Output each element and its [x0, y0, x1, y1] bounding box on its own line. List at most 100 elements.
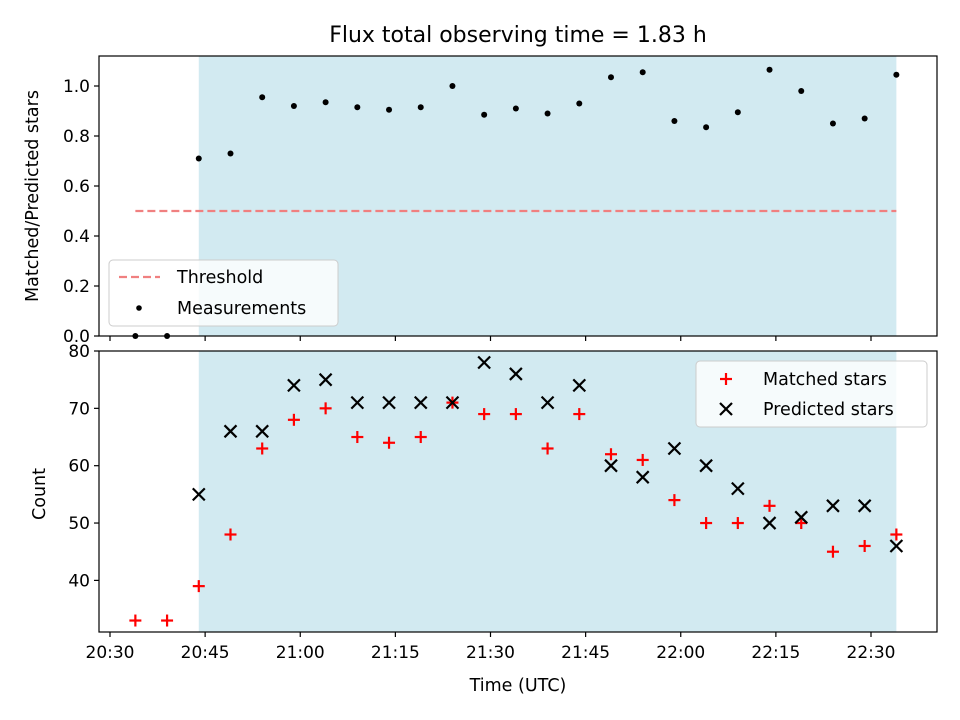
top-panel: Flux total observing time = 1.83 h 0.0 0.… [23, 23, 938, 347]
bottom-x-tick-label: 22:00 [656, 643, 705, 663]
bottom-x-tick-label: 21:45 [561, 643, 610, 663]
top-legend: Threshold Measurements [108, 259, 339, 327]
measurement-point [354, 104, 361, 111]
bottom-panel: 40 50 60 70 80 20:30 20:45 21:00 21:15 21:30 21:4… [30, 342, 938, 696]
predicted-star-point [762, 516, 777, 530]
matched-star-point [414, 431, 427, 444]
bottom-x-tick-label: 21:00 [276, 643, 325, 663]
predicted-star-point [445, 395, 460, 410]
matched-star-point [478, 408, 491, 421]
matched-star-point [509, 408, 522, 421]
matched-star-point [573, 408, 586, 421]
bottom-x-tick-label: 20:45 [181, 643, 230, 663]
legend-matched-label: Matched stars [763, 370, 887, 390]
legend-predicted-label: Predicted stars [763, 400, 894, 420]
top-y-tick-label: 0.2 [63, 277, 90, 297]
matched-star-point [224, 528, 237, 541]
bottom-y-tick-label: 60 [68, 457, 90, 477]
measurement-point [195, 155, 202, 162]
predicted-star-point [318, 372, 333, 387]
bottom-x-tick-label: 21:15 [371, 643, 420, 663]
top-y-tick-label: 0.4 [63, 227, 90, 247]
bottom-y-axis-label: Count [30, 468, 50, 520]
measurement-point [766, 66, 773, 73]
measurement-point [544, 110, 551, 117]
chart-title: Flux total observing time = 1.83 h [329, 23, 707, 48]
predicted-star-point [667, 441, 682, 456]
matched-star-point [383, 436, 396, 449]
measurement-point [481, 111, 488, 118]
measurement-point [639, 69, 646, 76]
predicted-star-point [192, 487, 206, 502]
predicted-star-point [509, 367, 523, 381]
matched-star-point [129, 614, 142, 627]
predicted-star-point [731, 481, 745, 496]
matched-star-point [763, 499, 776, 512]
predicted-star-point [255, 424, 269, 439]
matched-star-point [351, 431, 364, 444]
matched-star-point [700, 517, 713, 530]
measurement-point [290, 103, 297, 109]
matched-star-point [541, 442, 554, 455]
bottom-y-tick-label: 80 [68, 342, 90, 362]
measurement-point [829, 120, 836, 127]
predicted-star-point [350, 395, 365, 410]
matched-star-point [826, 545, 839, 558]
legend-threshold-label: Threshold [176, 268, 263, 288]
matched-star-point [256, 442, 269, 455]
measurement-point [386, 106, 393, 113]
predicted-star-point [287, 378, 301, 393]
matched-star-point [636, 453, 649, 466]
bottom-y-tick-label: 40 [68, 571, 90, 591]
predicted-star-point [382, 395, 396, 410]
measurement-point [417, 104, 424, 111]
top-y-tick-label: 1.0 [63, 77, 90, 97]
predicted-star-point [223, 424, 238, 439]
measurement-point [798, 88, 805, 94]
predicted-star-point [857, 499, 872, 513]
bottom-x-tick-label: 22:15 [751, 643, 800, 663]
legend-measurements-label: Measurements [177, 299, 306, 319]
predicted-star-point [540, 395, 555, 410]
predicted-star-point [826, 499, 840, 513]
matched-star-point [890, 528, 903, 541]
matched-star-point [287, 413, 300, 426]
top-y-tick-label: 0.6 [63, 177, 90, 197]
bottom-x-axis-label: Time (UTC) [469, 676, 567, 696]
top-axes-frame [98, 55, 938, 337]
measurement-point [703, 124, 710, 131]
bottom-y-tick-label: 70 [68, 399, 90, 419]
predicted-star-point [794, 510, 809, 525]
matched-star-point [319, 402, 332, 415]
matched-star-point [731, 517, 744, 530]
matched-star-point [161, 614, 174, 627]
measurement-point [512, 105, 519, 112]
measurement-point [576, 100, 583, 107]
predicted-star-point [889, 539, 904, 553]
predicted-star-point [604, 458, 618, 473]
bottom-x-tick-label: 21:30 [466, 643, 515, 663]
predicted-star-point [477, 355, 491, 370]
top-y-axis-label: Matched/Predicted stars [23, 90, 43, 302]
top-y-tick-label: 0.0 [63, 327, 90, 347]
measurement-point [861, 115, 868, 122]
measurement-point [227, 150, 234, 157]
predicted-star-point [572, 378, 587, 393]
bottom-x-tick-label: 20:30 [86, 643, 135, 663]
predicted-star-point [635, 470, 650, 484]
bottom-x-tick-label: 22:30 [847, 643, 896, 663]
bottom-legend: Matched stars Predicted stars [695, 360, 928, 428]
predicted-star-point [699, 458, 713, 473]
measurement-point [671, 118, 678, 124]
predicted-star-point [413, 395, 428, 410]
matched-star-point [192, 580, 205, 593]
measurement-point [322, 99, 329, 106]
measurement-point [734, 109, 741, 116]
measurement-point [259, 94, 266, 101]
matched-star-point [858, 539, 871, 552]
measurement-point [893, 71, 900, 78]
bottom-axes-frame [98, 350, 938, 633]
legend-measurements-swatch [136, 305, 142, 311]
bottom-y-tick-label: 50 [68, 514, 90, 534]
